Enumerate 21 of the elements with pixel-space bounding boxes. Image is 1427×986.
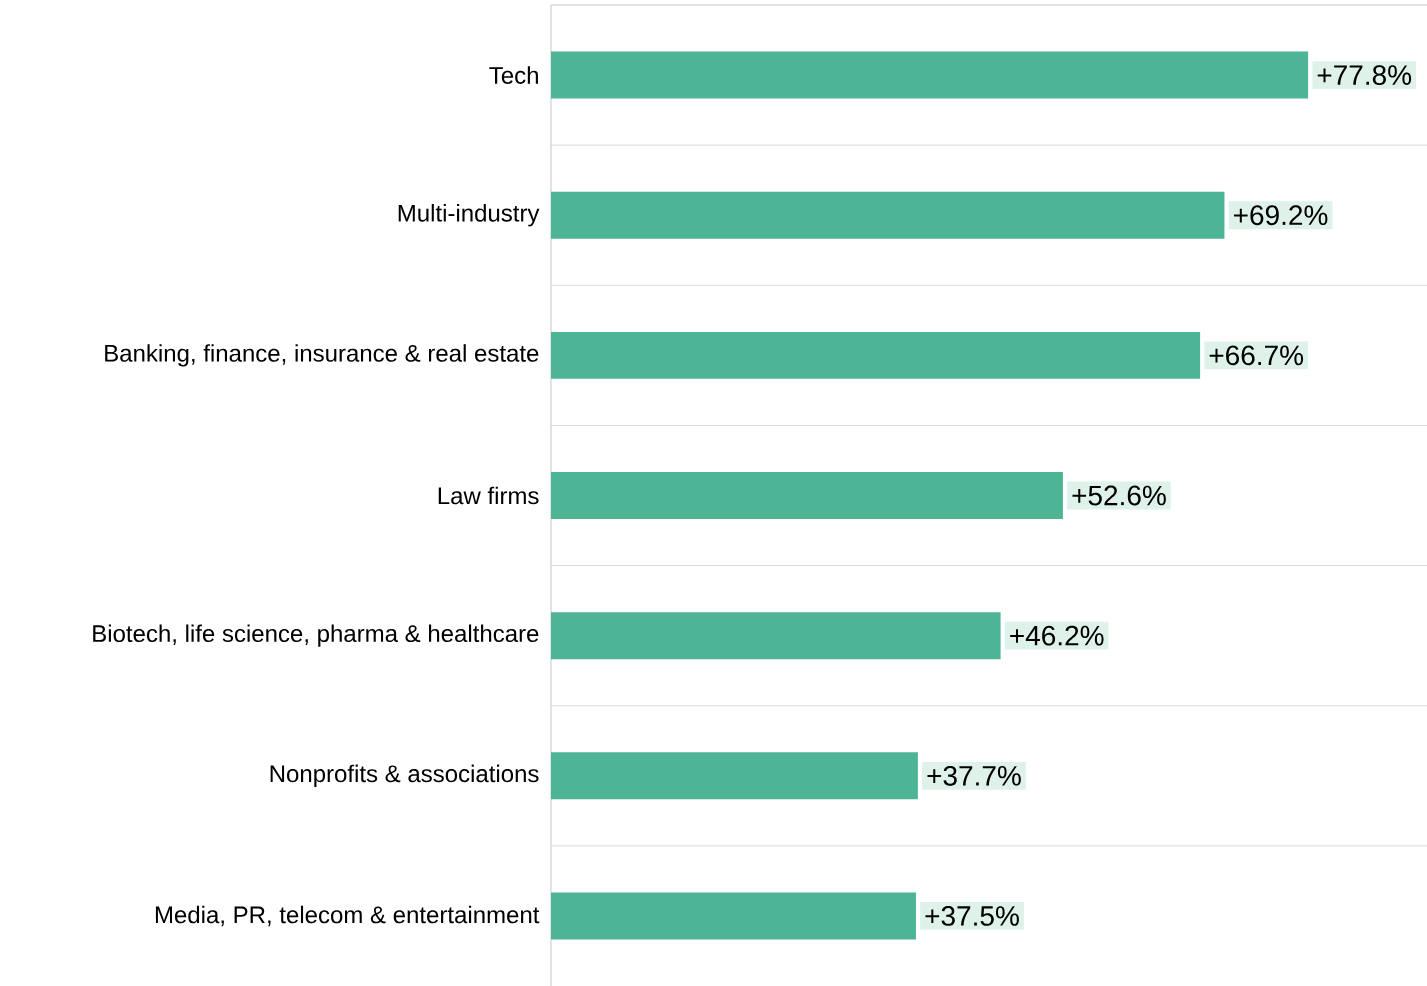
bar [551, 612, 1001, 660]
y-tick-label: Tech [489, 66, 538, 84]
data-label: +77.8% [1317, 65, 1412, 85]
bar [551, 472, 1063, 519]
bar [551, 331, 1201, 379]
y-tick-label: Nonprofits & associations [270, 764, 539, 787]
bar [551, 752, 918, 800]
bar [551, 51, 1309, 99]
data-label: +52.6% [1072, 485, 1166, 506]
bar [551, 191, 1225, 239]
y-tick-label: Banking, finance, insurance & real estate [105, 344, 539, 367]
data-label: +37.7% [927, 765, 1021, 786]
data-label: +37.5% [925, 906, 1019, 926]
data-label: +69.2% [1234, 205, 1328, 226]
y-tick-label: Biotech, life science, pharma & healthcare [93, 624, 539, 647]
y-tick-label: Multi-industry [398, 204, 540, 227]
bar [551, 892, 916, 940]
y-tick-label: Law firms [438, 486, 539, 505]
data-label: +46.2% [1010, 625, 1104, 646]
y-tick-label: Media, PR, telecom & entertainment [155, 905, 540, 927]
data-label: +66.7% [1209, 345, 1304, 366]
